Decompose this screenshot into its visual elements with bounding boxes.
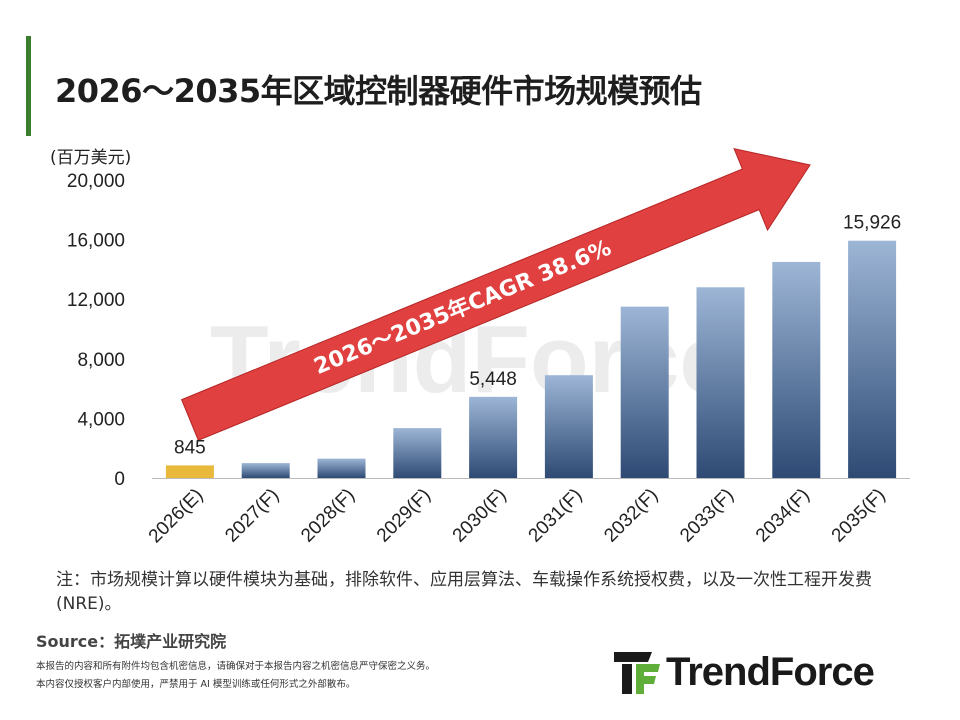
disclaimer-line-2: 本内容仅授权客户内部使用，严禁用于 AI 模型训练或任何形式之外部散布。	[36, 679, 356, 690]
bar-2028(F)	[317, 458, 366, 478]
x-tick-label: 2030(F)	[449, 485, 511, 547]
x-tick-label: 2031(F)	[525, 485, 587, 547]
data-label: 845	[174, 437, 206, 458]
bar-2031(F)	[544, 375, 593, 478]
footnote: 注：市场规模计算以硬件模块为基础，排除软件、应用层算法、车载操作系统授权费，以及…	[56, 570, 872, 614]
x-tick-label: 2033(F)	[676, 485, 738, 547]
bar-2032(F)	[620, 306, 669, 478]
y-tick-label: 4,000	[77, 409, 125, 430]
title-accent-bar	[26, 36, 31, 136]
x-tick-label: 2035(F)	[828, 485, 890, 547]
page-title: 2026～2035年区域控制器硬件市场规模预估	[55, 72, 702, 110]
bar-2034(F)	[772, 261, 821, 478]
x-tick-label: 2029(F)	[373, 485, 435, 547]
bar-2033(F)	[696, 287, 745, 478]
x-tick-label: 2027(F)	[221, 485, 283, 547]
source-label: Source：拓墣产业研究院	[36, 632, 227, 651]
bar-2029(F)	[393, 428, 442, 478]
disclaimer-line-1: 本报告的内容和所有附件均包含机密信息，请确保对于本报告内容之机密信息严守保密之义…	[36, 661, 436, 672]
bar-2027(F)	[241, 463, 290, 478]
trendforce-logo-icon	[614, 652, 660, 694]
y-tick-label: 8,000	[77, 350, 125, 371]
y-axis-unit-label: (百万美元)	[50, 148, 131, 168]
y-tick-label: 16,000	[67, 231, 125, 252]
logo-text: TrendForce	[666, 650, 875, 694]
x-tick-label: 2034(F)	[752, 485, 814, 547]
y-tick-label: 12,000	[67, 290, 125, 311]
bar-2030(F)	[469, 396, 518, 478]
trendforce-logo: TrendForce	[612, 648, 932, 696]
data-label: 5,448	[469, 369, 517, 390]
data-label: 15,926	[843, 213, 901, 234]
bar-2026(E)	[165, 465, 214, 478]
cagr-arrow	[180, 147, 811, 441]
x-tick-label: 2026(E)	[145, 485, 208, 548]
bar-2035(F)	[848, 240, 897, 478]
y-tick-label: 20,000	[67, 171, 125, 192]
y-tick-label: 0	[114, 469, 125, 490]
x-tick-label: 2032(F)	[600, 485, 662, 547]
x-tick-label: 2028(F)	[297, 485, 359, 547]
